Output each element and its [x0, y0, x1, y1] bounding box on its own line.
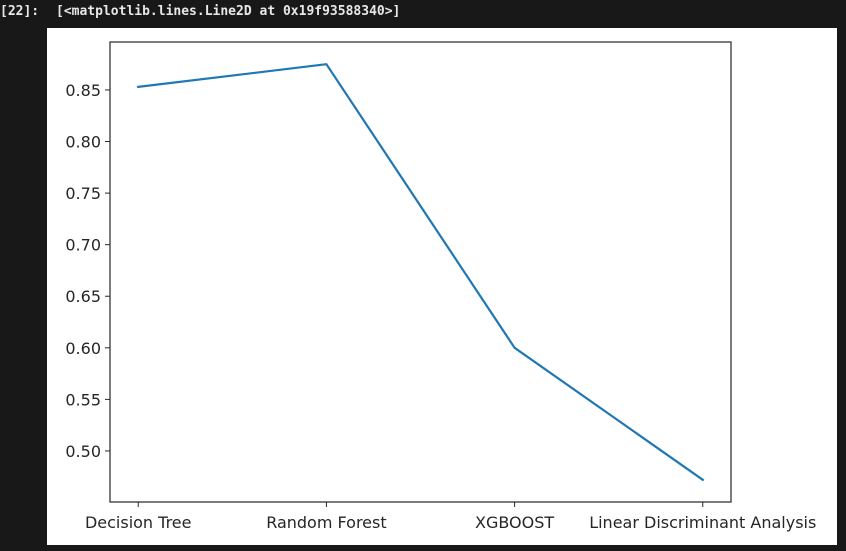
cell-output-row: [22]: [<matplotlib.lines.Line2D at 0x19f… — [0, 0, 846, 24]
x-tick-label: XGBOOST — [475, 513, 554, 532]
y-tick-label: 0.60 — [65, 339, 101, 358]
x-axis-ticks: Decision Tree Random Forest XGBOOST Linear … — [85, 502, 816, 532]
y-axis-ticks: 0.50 0.55 0.60 0.65 0.70 0.75 0.80 0.85 — [65, 81, 110, 461]
series-group — [136, 63, 705, 482]
y-tick-label: 0.80 — [65, 133, 101, 152]
x-tick-label: Linear Discriminant Analysis — [589, 513, 816, 532]
x-tick-label: Decision Tree — [85, 513, 192, 532]
line-chart: 0.50 0.55 0.60 0.65 0.70 0.75 0.80 0.85 Decisio… — [65, 41, 816, 532]
y-tick-label: 0.50 — [65, 442, 101, 461]
y-tick-label: 0.85 — [65, 81, 101, 100]
y-tick-label: 0.75 — [65, 184, 101, 203]
cell-prompt: [22]: — [0, 4, 40, 19]
figure-canvas: 0.50 0.55 0.60 0.65 0.70 0.75 0.80 0.85 Decisio… — [47, 28, 837, 545]
series-line — [136, 63, 705, 482]
y-tick-label: 0.70 — [65, 236, 101, 255]
y-tick-label: 0.65 — [65, 287, 101, 306]
y-tick-label: 0.55 — [65, 390, 101, 409]
plot-frame — [109, 41, 732, 503]
x-tick-label: Random Forest — [266, 513, 386, 532]
cell-output-text: [<matplotlib.lines.Line2D at 0x19f935883… — [56, 4, 401, 19]
